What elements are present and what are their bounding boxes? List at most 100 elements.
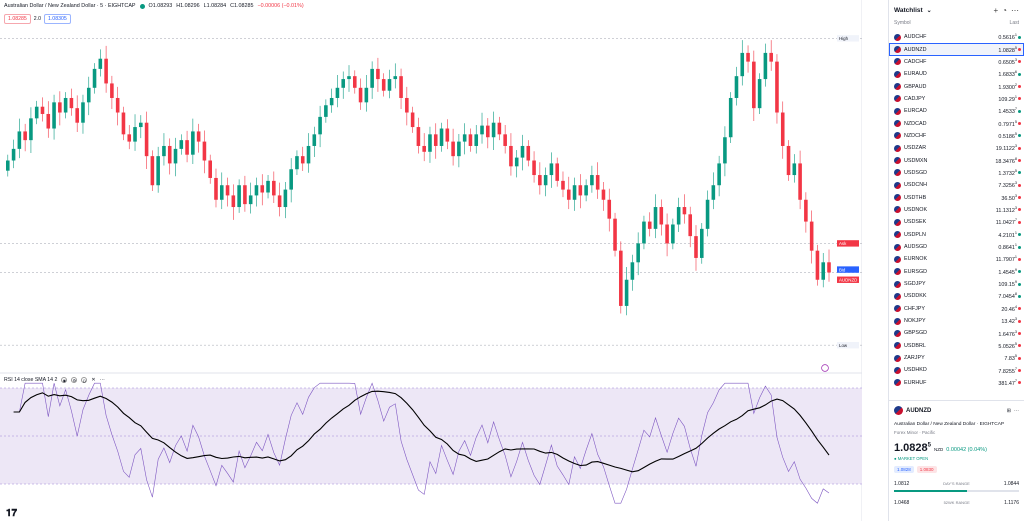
chevron-down-icon[interactable]: ⌄ — [926, 7, 932, 14]
watchlist-row[interactable]: GBPSGD 1.64763 — [889, 327, 1024, 339]
watchlist-row[interactable]: NZDCHF 0.51865 — [889, 130, 1024, 142]
watchlist-row[interactable]: CADJPY 109.291 — [889, 93, 1024, 105]
candle-body — [341, 79, 346, 88]
watchlist-row[interactable]: GBPAUD 1.93002 — [889, 80, 1024, 92]
candle-body — [682, 207, 687, 215]
buy-button[interactable]: 1.08305 — [43, 14, 71, 24]
watchlist-row[interactable]: USDSGD 1.37325 — [889, 167, 1024, 179]
candle-body — [699, 228, 704, 258]
col-last[interactable]: Last — [1009, 20, 1019, 26]
candle-body — [75, 108, 79, 123]
tick-indicator — [1018, 60, 1021, 64]
rsi-title[interactable]: RSI 14 close SMA 14 2 — [4, 377, 58, 383]
candle-body — [786, 145, 791, 176]
watchlist-row[interactable]: CHFJPY 20.464 — [889, 303, 1024, 315]
candle-body — [150, 156, 155, 186]
close-icon[interactable]: ✕ — [91, 377, 96, 383]
detail-symbol[interactable]: AUDNZD — [906, 407, 932, 414]
watchlist-row[interactable]: EURHUF 381.477 — [889, 377, 1024, 389]
watchlist-row[interactable]: USDHKD 7.82557 — [889, 364, 1024, 376]
candle-body — [451, 141, 455, 157]
candle-body — [277, 195, 282, 208]
quick-trade: 1.08285 2.0 1.08305 — [4, 14, 71, 24]
candle-body — [601, 189, 606, 200]
detail-bid[interactable]: 1.0828 — [894, 466, 914, 473]
symbol-title[interactable]: Australian Dollar / New Zealand Dollar ·… — [4, 3, 136, 9]
row-last: 7.04548 — [998, 292, 1017, 301]
row-last: 5.05265 — [998, 341, 1017, 350]
watchlist-row[interactable]: AUDNZD 1.08285 — [889, 43, 1024, 56]
watchlist-row[interactable]: ZARJPY 7.835 — [889, 352, 1024, 364]
tick-indicator — [1018, 344, 1021, 348]
watchlist-row[interactable]: EURAUD 1.68336 — [889, 68, 1024, 80]
tick-indicator — [1018, 368, 1021, 372]
watchlist-row[interactable]: USDTHB 36.503 — [889, 191, 1024, 203]
candle-body — [92, 68, 97, 88]
candle-body — [763, 52, 768, 80]
candle-body — [266, 180, 270, 193]
candle-body — [81, 102, 85, 123]
watchlist-row[interactable]: SGDJPY 109.159 — [889, 278, 1024, 290]
watchlist-row[interactable]: USDZAR 19.11223 — [889, 142, 1024, 154]
candle-body — [300, 156, 305, 164]
col-symbol[interactable]: Symbol — [894, 20, 911, 26]
watchlist-row[interactable]: EURNOK 11.79071 — [889, 253, 1024, 265]
row-last: 11.04277 — [995, 218, 1017, 227]
candle-body — [590, 175, 594, 186]
detail-name: Australian Dollar / New Zealand Dollar ·… — [894, 422, 1005, 427]
sell-button[interactable]: 1.08285 — [4, 14, 31, 24]
candle-body — [827, 262, 831, 273]
detail-ask[interactable]: 1.0830 — [916, 466, 937, 473]
more-icon[interactable]: ⋯ — [1011, 5, 1019, 15]
source-code-icon[interactable]: {} — [81, 377, 88, 383]
grid-icon[interactable]: ⊞ — [1006, 407, 1011, 414]
flag-icon — [894, 243, 901, 251]
more-icon[interactable]: ··· — [99, 377, 105, 383]
candle-body — [86, 87, 91, 103]
more-icon[interactable]: ⋯ — [1014, 407, 1019, 414]
watchlist-row[interactable]: NZDCAD 0.79715 — [889, 117, 1024, 129]
candle-body — [133, 127, 137, 142]
watchlist-row[interactable]: USDBRL 5.05265 — [889, 340, 1024, 352]
watchlist-row[interactable]: AUDSGD 0.86411 — [889, 241, 1024, 253]
candle-body — [243, 185, 247, 205]
watchlist-row[interactable]: CADCHF 0.65053 — [889, 56, 1024, 68]
candle-body — [659, 207, 664, 225]
candle-body — [225, 185, 230, 196]
candle-body — [104, 58, 108, 84]
settings-icon[interactable]: ⚙ — [71, 377, 78, 383]
low-label: Low — [839, 343, 848, 348]
row-symbol: NZDCHF — [904, 132, 927, 139]
watchlist-row[interactable]: NOKJPY 13.423 — [889, 315, 1024, 327]
candle-body — [219, 185, 224, 200]
watchlist-title[interactable]: Watchlist — [894, 6, 923, 14]
candle-body — [295, 156, 299, 170]
eye-icon[interactable]: ◉ — [61, 377, 68, 383]
high-label-bg — [837, 35, 859, 42]
tradingview-logo-icon[interactable]: 𝟏𝟕 — [6, 508, 18, 519]
watchlist-row[interactable]: USDMXN 18.34768 — [889, 154, 1024, 166]
watchlist-row[interactable]: EURSGD 1.45459 — [889, 266, 1024, 278]
candle-body — [636, 243, 640, 263]
row-last: 1.93002 — [998, 82, 1017, 91]
candle-body — [214, 177, 218, 200]
row-last: 0.56161 — [998, 33, 1017, 42]
watchlist-row[interactable]: EURCAD 1.45337 — [889, 105, 1024, 117]
flag-icon — [894, 379, 901, 387]
candle-body — [191, 131, 195, 155]
watchlist-row[interactable]: USDSEK 11.04277 — [889, 216, 1024, 228]
candle-body — [514, 157, 519, 167]
tick-indicator — [1018, 356, 1021, 360]
watchlist-row[interactable]: USDDKK 7.04548 — [889, 290, 1024, 302]
watchlist-row[interactable]: USDPLN 4.21011 — [889, 229, 1024, 241]
candle-body — [185, 140, 189, 155]
clock-icon[interactable]: ◔ — [1002, 5, 1007, 15]
watchlist-row[interactable]: USDNOK 11.13123 — [889, 204, 1024, 216]
flag-icon — [894, 194, 901, 202]
row-symbol: USDDKK — [904, 293, 927, 300]
add-symbol-icon[interactable]: + — [993, 5, 999, 15]
watchlist-row[interactable]: AUDCHF 0.56161 — [889, 31, 1024, 43]
watchlist-row[interactable]: USDCNH 7.32563 — [889, 179, 1024, 191]
chart-canvas[interactable]: 1.084601.084501.084401.084301.084201.084… — [0, 0, 862, 521]
price-chart[interactable]: 1.084601.084501.084401.084301.084201.084… — [0, 0, 862, 521]
